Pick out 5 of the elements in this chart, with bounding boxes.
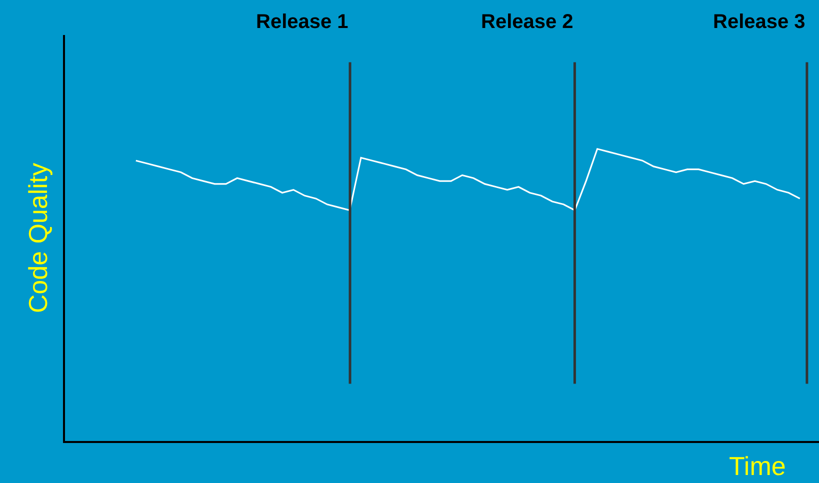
text: Release 2 [481, 11, 574, 33]
x-axis-title: Time [729, 451, 786, 481]
y-axis-title: Code Quality [23, 162, 54, 314]
text: Release 3 [713, 11, 806, 33]
text: Release 1 [256, 11, 348, 33]
